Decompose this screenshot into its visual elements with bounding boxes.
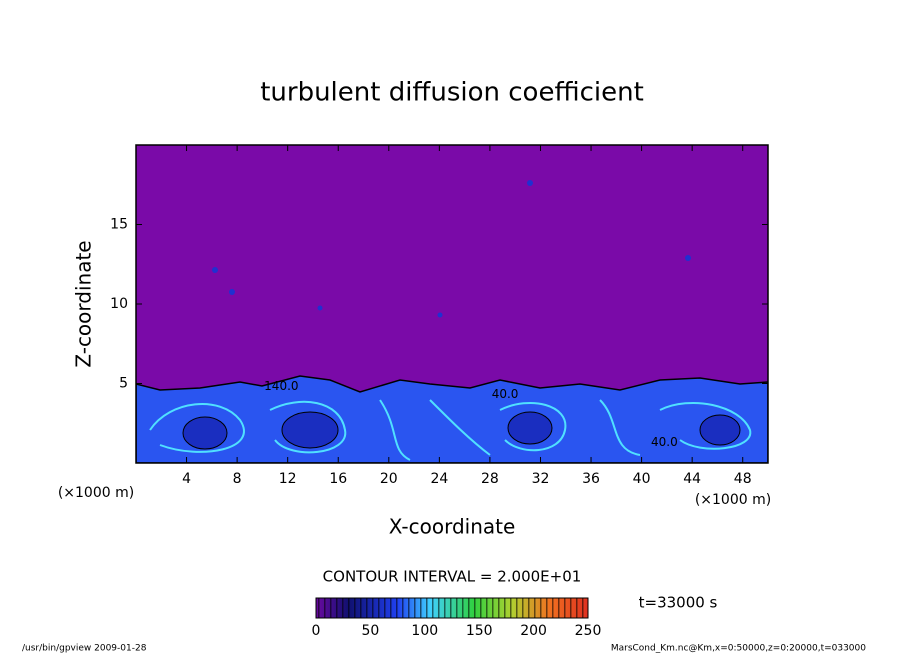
colorbar-tick-label: 150	[466, 623, 493, 639]
x-tick-label: 28	[481, 471, 499, 487]
field	[136, 145, 768, 463]
x-tick-label: 4	[182, 471, 191, 487]
y-axis-label: Z-coordinate	[72, 240, 96, 367]
colorbar-tick-label: 100	[411, 623, 438, 639]
colorbar-frame	[315, 597, 589, 619]
specks	[212, 180, 691, 318]
y-tick-label: 10	[110, 296, 128, 312]
x-tick-label: 12	[279, 471, 297, 487]
x-tick-label: 44	[683, 471, 701, 487]
x-tick-label: 48	[734, 471, 752, 487]
footer-right: MarsCond_Km.nc@Km,x=0:50000,z=0:20000,t=…	[611, 644, 866, 654]
colorbar-tick-label: 250	[575, 623, 602, 639]
x-tick-label: 20	[380, 471, 398, 487]
turbulent-layer	[136, 375, 768, 463]
x-tick-label: 32	[532, 471, 550, 487]
contour-label: 40.0	[492, 387, 519, 401]
y-tick-label: 15	[110, 217, 128, 233]
time-label: t=33000 s	[639, 594, 718, 612]
contour-label: 40.0	[651, 435, 678, 449]
swirls	[149, 399, 752, 461]
colorbar-tick-label: 200	[520, 623, 547, 639]
chart-title: turbulent diffusion coefficient	[260, 78, 644, 108]
x-tick-label: 16	[329, 471, 347, 487]
contour-label: 140.0	[264, 379, 298, 393]
colorbar-tick-label: 0	[312, 623, 321, 639]
cores	[182, 411, 741, 450]
x-unit-right: (×1000 m)	[695, 492, 771, 508]
x-unit-left: (×1000 m)	[58, 485, 134, 501]
x-tick-label: 8	[233, 471, 242, 487]
x-tick-label: 36	[582, 471, 600, 487]
footer-left: /usr/bin/gpview 2009-01-28	[22, 644, 147, 654]
x-axis-label: X-coordinate	[389, 515, 516, 539]
x-tick-label: 24	[430, 471, 448, 487]
x-tick-label: 40	[633, 471, 651, 487]
contour-interval: CONTOUR INTERVAL = 2.000E+01	[323, 568, 582, 586]
colorbar-tick-label: 50	[361, 623, 379, 639]
y-tick-label: 5	[119, 376, 128, 392]
